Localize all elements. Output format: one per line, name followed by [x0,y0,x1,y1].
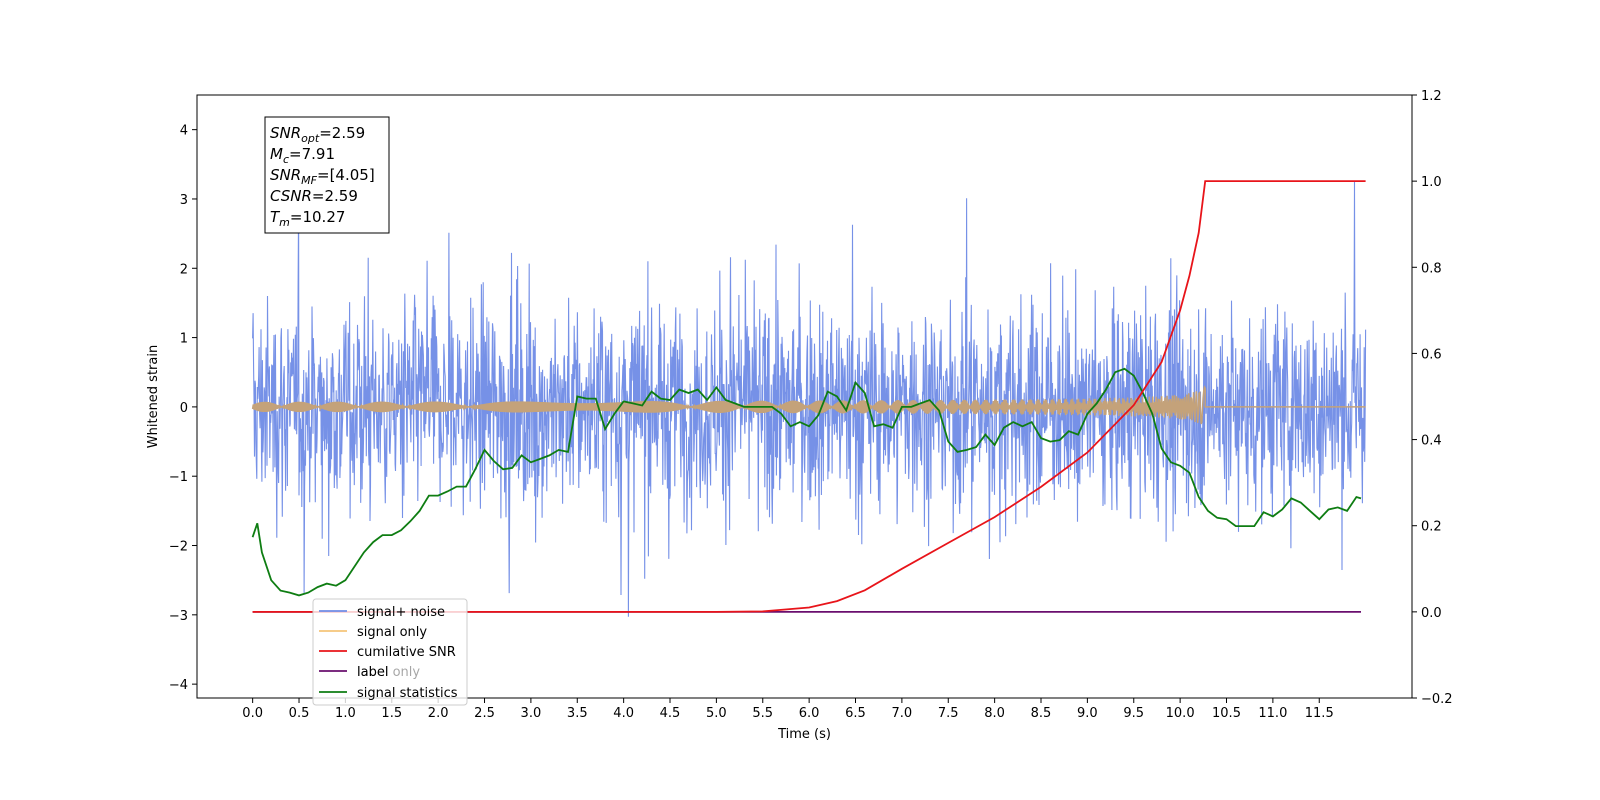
legend-label: signal only [357,625,427,640]
legend: signal+ noise signal only cumilative SNR la… [312,598,468,706]
x-tick-label: 6.0 [799,706,820,721]
legend-label: signal statistics [357,686,458,701]
x-tick-label: 9.5 [1123,706,1144,721]
x-tick-label: 11.5 [1305,706,1334,721]
info-line: Tm=10.27 [270,208,345,229]
y-tick-label: 0 [180,401,188,416]
x-tick-label: 2.5 [474,706,495,721]
x-tick-label: 7.0 [892,706,913,721]
info-box-frame [264,116,390,234]
y-tick-label: 3 [180,193,188,208]
series-cumilative-snr [252,180,1366,613]
x-tick-label: 1.5 [381,706,402,721]
legend-label: label [357,665,388,680]
y2-tick-label: 0.4 [1421,434,1442,449]
x-tick-label: 0.5 [289,706,310,721]
x-tick-label: 9.0 [1077,706,1098,721]
x-tick-label: 4.0 [613,706,634,721]
x-tick-label: 8.0 [984,706,1005,721]
y-tick-label: −3 [169,609,188,624]
x-tick-label: 0.0 [242,706,263,721]
x-tick-label: 5.5 [752,706,773,721]
x-tick-label: 2.0 [428,706,449,721]
info-line: SNRopt=2.59 [270,124,365,145]
y-tick-label: −2 [169,540,188,555]
y2-tick-label: 1.0 [1421,175,1442,190]
x-tick-label: 4.5 [660,706,681,721]
x-tick-label: 10.5 [1212,706,1241,721]
x-tick-label: 1.0 [335,706,356,721]
x-tick-label: 11.0 [1258,706,1287,721]
x-tick-label: 7.5 [938,706,959,721]
legend-label: signal+ noise [357,605,445,620]
y-tick-label: −4 [169,678,188,693]
y2-tick-label: 0.0 [1421,606,1442,621]
info-line: SNRMF=[4.05] [270,166,375,187]
info-line: CSNR=2.59 [270,187,358,205]
y-tick-label: 4 [180,124,188,139]
y2-tick-label: 0.8 [1421,261,1442,276]
axes-frame [196,94,1413,699]
series-signal-statistics [251,367,1362,597]
legend-frame [312,598,468,706]
x-tick-label: 8.5 [1031,706,1052,721]
y-axis-ticks: −4 −3 −2 −1 0 1 2 3 4 [169,124,197,693]
y2-axis-ticks: −0.2 0.0 0.2 0.4 0.6 0.8 1.0 1.2 [1412,89,1453,707]
legend-label: cumilative SNR [357,645,456,660]
x-tick-label: 6.5 [845,706,866,721]
y2-tick-label: −0.2 [1421,692,1453,707]
plot-area [251,180,1367,617]
legend-label-label-only: label only [357,665,420,680]
y-tick-label: 1 [180,332,188,347]
y2-tick-label: 0.6 [1421,347,1442,362]
x-tick-label: 5.0 [706,706,727,721]
x-tick-label: 3.0 [521,706,542,721]
y-axis-label: Whitened strain [146,345,161,448]
y-tick-label: −1 [169,470,188,485]
y2-tick-label: 0.2 [1421,520,1442,535]
series-signal-only [251,385,1366,425]
y2-tick-label: 1.2 [1421,89,1442,104]
x-tick-label: 3.5 [567,706,588,721]
y-tick-label: 2 [180,262,188,277]
info-line: Mc=7.91 [270,145,335,166]
x-axis-label: Time (s) [777,727,831,742]
x-tick-label: 10.0 [1166,706,1195,721]
x-axis-ticks: 0.0 0.5 1.0 1.5 2.0 2.5 3.0 3.5 4.0 4.5 5.0 5.5 6.0 6… [242,698,1334,721]
